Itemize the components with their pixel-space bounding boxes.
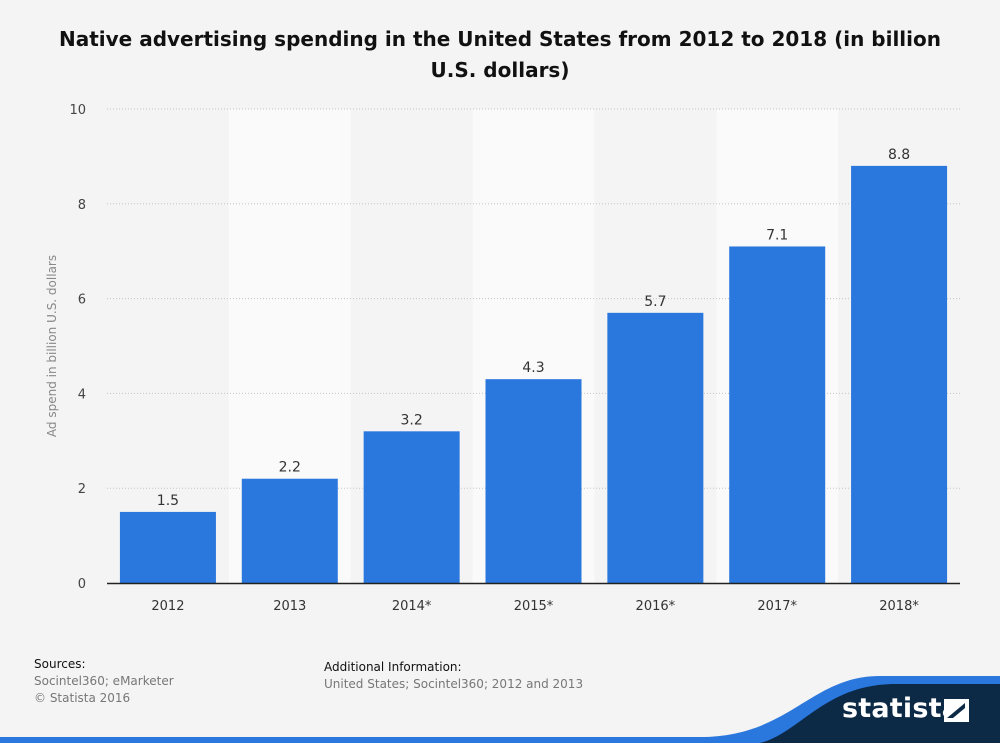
x-tick-label: 2013 <box>273 599 306 614</box>
y-axis-title: Ad spend in billion U.S. dollars <box>45 255 59 437</box>
sources-label: Sources: <box>34 657 86 671</box>
x-tick-label: 2012 <box>151 599 184 614</box>
data-label: 8.8 <box>888 147 910 163</box>
data-label: 5.7 <box>644 294 666 310</box>
bar-chart: 0 2 4 6 8 10 1.5 2012 2.2 2013 3.2 2014* 4.3 2015* 5.7… <box>45 103 960 614</box>
sources-block: Sources: Socintel360; eMarketer © Statis… <box>34 656 174 707</box>
additional-info-label: Additional Information: <box>324 660 462 674</box>
y-tick-label: 4 <box>78 387 86 402</box>
sources-line: Socintel360; eMarketer <box>34 674 174 688</box>
data-label: 1.5 <box>157 493 179 509</box>
statista-logo-icon <box>944 699 969 722</box>
data-label: 2.2 <box>279 460 301 476</box>
bar <box>119 511 216 583</box>
additional-info-text: United States; Socintel360; 2012 and 201… <box>324 677 584 691</box>
data-label: 4.3 <box>522 360 544 376</box>
y-tick-label: 0 <box>78 577 86 592</box>
additional-info-block: Additional Information: United States; S… <box>324 659 583 693</box>
bar <box>851 165 948 583</box>
statista-logo-text: statista <box>842 693 961 724</box>
y-tick-label: 6 <box>78 293 86 308</box>
chart-title: Native advertising spending in the Unite… <box>58 27 941 82</box>
bar <box>607 312 704 583</box>
bar <box>363 431 460 583</box>
x-tick-label: 2016* <box>636 599 676 614</box>
data-label: 7.1 <box>766 227 788 243</box>
x-tick-label: 2018* <box>879 599 919 614</box>
data-label: 3.2 <box>401 412 423 428</box>
x-tick-label: 2015* <box>514 599 554 614</box>
y-tick-label: 8 <box>78 198 86 213</box>
y-tick-label: 2 <box>78 482 86 497</box>
bar <box>485 379 582 583</box>
y-tick-label: 10 <box>69 103 86 118</box>
bar <box>729 246 826 583</box>
copyright-line: © Statista 2016 <box>34 691 131 705</box>
bar <box>241 478 338 583</box>
x-tick-label: 2014* <box>392 599 432 614</box>
x-tick-label: 2017* <box>757 599 797 614</box>
